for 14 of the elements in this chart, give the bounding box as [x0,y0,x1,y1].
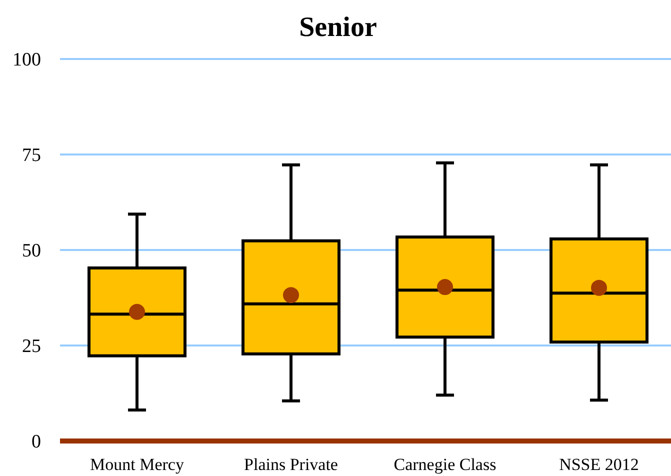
chart-title: Senior [299,12,377,43]
point [129,304,145,320]
y-tick-label: 50 [22,240,41,262]
x-tick-label: Mount Mercy [90,455,184,474]
y-tick-label: 100 [12,50,41,71]
y-tick-label: 0 [32,432,41,453]
x-tick-label: Plains Private [244,455,338,474]
point [591,280,607,296]
y-tick-label: 75 [22,145,41,166]
y-tick-label: 25 [22,336,41,358]
x-tick-label: NSSE 2012 [559,455,639,474]
point [283,287,299,304]
point [437,279,453,296]
x-tick-label: Carnegie Class [394,455,496,474]
